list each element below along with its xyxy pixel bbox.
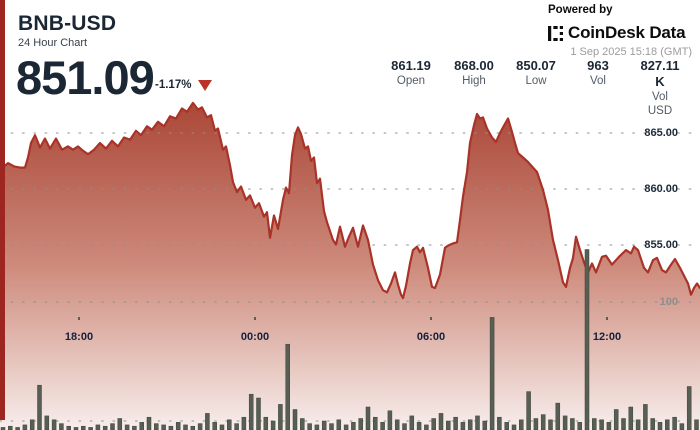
y-axis-label: 865.00 [644,127,678,139]
x-axis-label: 06:00 [416,331,446,343]
x-axis-tick [78,317,80,320]
x-axis-tick [430,317,432,320]
price-line [0,101,700,300]
stat-open-label: Open [396,75,426,87]
price-area-fill [0,102,700,430]
x-axis-tick [606,317,608,320]
stat-high-value: 868.00 [454,58,494,73]
pair-title: BNB-USD [18,12,117,35]
price-change: -1.17% [155,79,213,91]
stat-high: 868.00 High [454,58,494,88]
chart-timestamp: 1 Sep 2025 15:18 (GMT) [570,46,692,58]
stat-vol-usd-label: Vol USD [647,91,673,117]
powered-by-label: Powered by [548,4,613,16]
y-axis-label: 855.00 [644,239,678,251]
down-triangle-icon [198,79,213,91]
x-axis-label: 00:00 [240,331,270,343]
stat-low: 850.07 Low [516,58,556,88]
stat-low-value: 850.07 [516,58,556,73]
left-accent-bar [0,0,5,420]
stat-vol-label: Vol [589,75,606,87]
volume-axis-label: 100 [659,296,678,308]
price-change-value: -1.17% [155,79,192,91]
stat-vol-usd: 827.11 K Vol USD [640,58,680,118]
y-axis-label: 860.00 [644,183,678,195]
stat-open-value: 861.19 [391,58,431,73]
stat-open: 861.19 Open [391,58,431,88]
brand-name: CoinDesk Data [568,23,686,42]
stat-high-label: High [462,75,486,87]
volume-bars [0,249,699,430]
x-axis-tick [254,317,256,320]
coindesk-data-logo[interactable]: CoinDesk Data [548,23,686,43]
dotted-gridlines [0,132,700,422]
x-axis-label: 12:00 [592,331,622,343]
coindesk-logo-icon [548,25,563,41]
stat-vol-usd-value: 827.11 K [640,58,680,89]
chart-subtitle: 24 Hour Chart [18,37,88,49]
current-price: 851.09 [16,51,155,104]
stat-low-label: Low [525,75,547,87]
x-axis-label: 18:00 [64,331,94,343]
stat-vol-value: 963 [587,58,609,73]
stat-vol: 963 Vol [587,58,609,88]
